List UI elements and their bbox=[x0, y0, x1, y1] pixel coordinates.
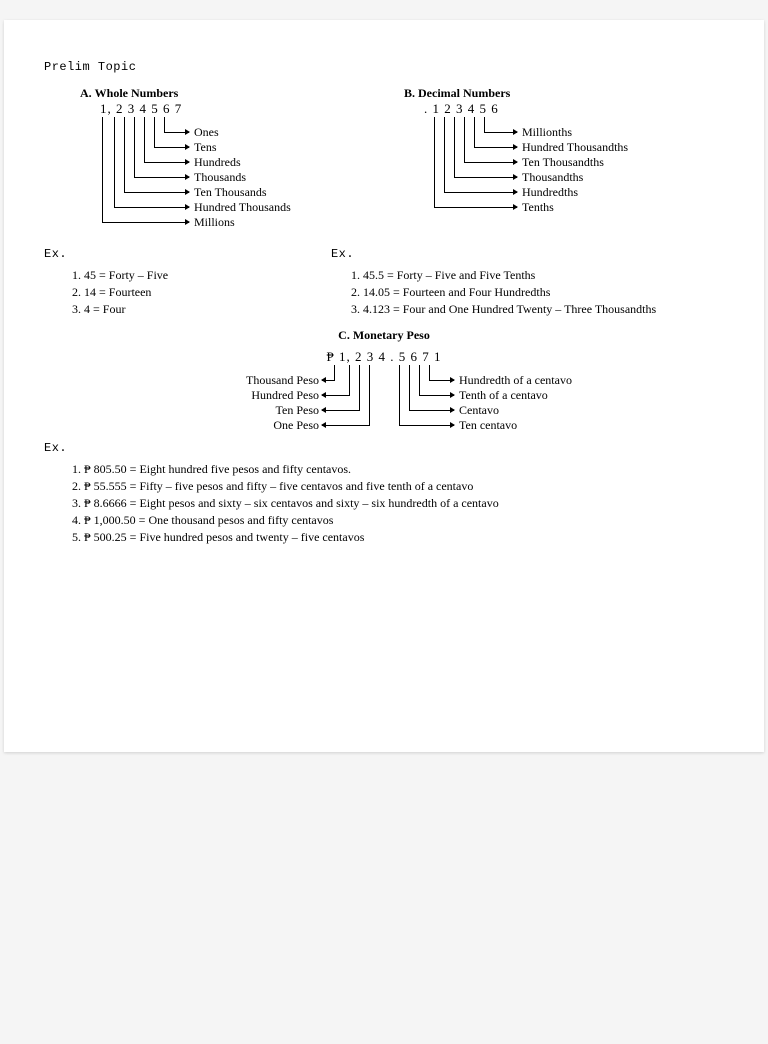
place-hundred-thousandths: Hundred Thousandths bbox=[522, 140, 628, 155]
section-b-diagram: Millionths Hundred Thousandths Ten Thous… bbox=[394, 117, 724, 237]
section-b-examples: 1. 45.5 = Forty – Five and Five Tenths 2… bbox=[351, 267, 724, 318]
section-c-header: C. Monetary Peso bbox=[44, 328, 724, 343]
section-a-heading: Whole Numbers bbox=[95, 86, 179, 100]
place-ones: Ones bbox=[194, 125, 291, 140]
c-left-0: Thousand Peso bbox=[246, 373, 319, 388]
section-a-number: 1, 2 3 4 5 6 7 bbox=[100, 101, 374, 117]
page-title: Prelim Topic bbox=[44, 60, 724, 74]
place-thousands: Thousands bbox=[194, 170, 291, 185]
section-a-examples: 1. 45 = Forty – Five 2. 14 = Fourteen 3.… bbox=[72, 267, 331, 318]
ex-c-4: 4. ₱ 1,000.50 = One thousand pesos and f… bbox=[72, 512, 724, 529]
place-ten-thousands: Ten Thousands bbox=[194, 185, 291, 200]
section-c-number: ₱ 1, 2 3 4 . 5 6 7 1 bbox=[44, 349, 724, 365]
section-a: A. Whole Numbers 1, 2 3 4 5 6 7 Ones Ten… bbox=[44, 86, 374, 257]
c-left-1: Hundred Peso bbox=[246, 388, 319, 403]
c-right-1: Tenth of a centavo bbox=[459, 388, 572, 403]
document-page: Prelim Topic A. Whole Numbers 1, 2 3 4 5… bbox=[4, 20, 764, 752]
section-a-letter: A. bbox=[80, 86, 92, 100]
c-right-0: Hundredth of a centavo bbox=[459, 373, 572, 388]
place-millions: Millions bbox=[194, 215, 291, 230]
section-a-diagram: Ones Tens Hundreds Thousands Ten Thousan… bbox=[44, 117, 374, 257]
place-millionths: Millionths bbox=[522, 125, 628, 140]
place-tens: Tens bbox=[194, 140, 291, 155]
place-hundredths: Hundredths bbox=[522, 185, 628, 200]
section-b-heading: Decimal Numbers bbox=[418, 86, 510, 100]
ex-b-2: 2. 14.05 = Fourteen and Four Hundredths bbox=[351, 284, 724, 301]
place-thousandths: Thousandths bbox=[522, 170, 628, 185]
section-c-diagram: Thousand Peso Hundred Peso Ten Peso One … bbox=[164, 365, 604, 465]
c-right-3: Ten centavo bbox=[459, 418, 572, 433]
ex-c-5: 5. ₱ 500.25 = Five hundred pesos and twe… bbox=[72, 529, 724, 546]
ex-c-2: 2. ₱ 55.555 = Fifty – five pesos and fif… bbox=[72, 478, 724, 495]
section-c-letter: C. bbox=[338, 328, 350, 342]
place-ten-thousandths: Ten Thousandths bbox=[522, 155, 628, 170]
section-b-number: . 1 2 3 4 5 6 bbox=[424, 101, 724, 117]
place-tenths: Tenths bbox=[522, 200, 628, 215]
c-left-3: One Peso bbox=[246, 418, 319, 433]
section-b: B. Decimal Numbers . 1 2 3 4 5 6 Million… bbox=[394, 86, 724, 257]
section-c-examples: 1. ₱ 805.50 = Eight hundred five pesos a… bbox=[72, 461, 724, 546]
place-hundreds: Hundreds bbox=[194, 155, 291, 170]
ex-b-1: 1. 45.5 = Forty – Five and Five Tenths bbox=[351, 267, 724, 284]
section-b-letter: B. bbox=[404, 86, 415, 100]
ex-a-1: 1. 45 = Forty – Five bbox=[72, 267, 331, 284]
ex-a-2: 2. 14 = Fourteen bbox=[72, 284, 331, 301]
section-c-heading: Monetary Peso bbox=[353, 328, 430, 342]
place-hundred-thousands: Hundred Thousands bbox=[194, 200, 291, 215]
ex-b-3: 3. 4.123 = Four and One Hundred Twenty –… bbox=[351, 301, 724, 318]
ex-a-3: 3. 4 = Four bbox=[72, 301, 331, 318]
ex-c-3: 3. ₱ 8.6666 = Eight pesos and sixty – si… bbox=[72, 495, 724, 512]
c-left-2: Ten Peso bbox=[246, 403, 319, 418]
c-right-2: Centavo bbox=[459, 403, 572, 418]
